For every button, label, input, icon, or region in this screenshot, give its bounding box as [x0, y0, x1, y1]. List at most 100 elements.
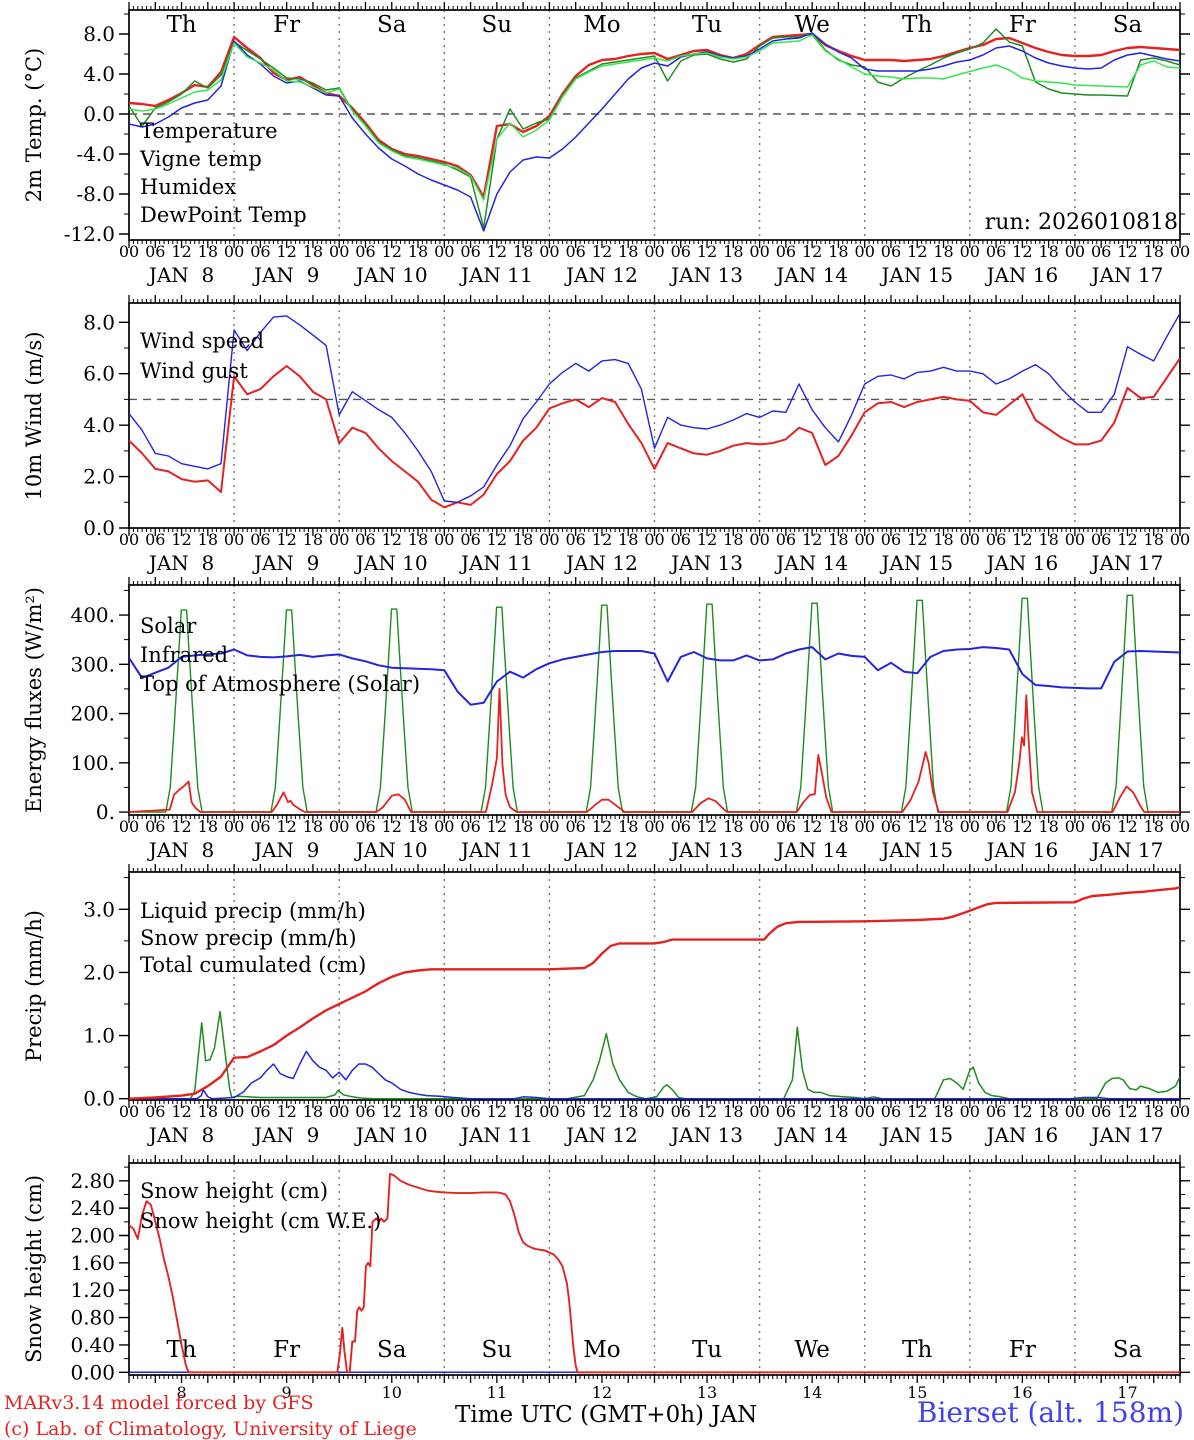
hour-label: 12: [592, 1102, 612, 1121]
hour-label: 18: [828, 242, 848, 261]
legend-item: Temperature: [140, 119, 278, 143]
date-label: JAN 17: [1090, 838, 1164, 862]
hour-label: 12: [592, 530, 612, 549]
y-major-ticks: [119, 321, 1190, 529]
y-minor-ticks: [124, 13, 1185, 215]
legend-item: Liquid precip (mm/h): [140, 899, 366, 923]
date-label: JAN 15: [879, 551, 953, 575]
hour-label: 00: [539, 817, 559, 836]
day-number-label: 8: [176, 1383, 186, 1402]
date-label: JAN 9: [252, 551, 319, 575]
legend-item: Infrared: [140, 643, 228, 667]
lab-credit: (c) Lab. of Climatology, University of L…: [4, 1418, 417, 1440]
date-label: JAN 17: [1090, 551, 1164, 575]
date-label: JAN 8: [147, 551, 214, 575]
hour-label: 12: [1012, 1102, 1032, 1121]
panel-3: 400.300.200.100.0.00 06 12 18 00 06 12 18 00 06 12…: [70, 577, 1190, 862]
date-label: JAN 15: [879, 838, 953, 862]
legend-item: Snow height (cm): [140, 1179, 328, 1203]
hour-label: 18: [1144, 242, 1164, 261]
date-label: JAN 13: [669, 551, 743, 575]
hour-label: 06: [145, 530, 165, 549]
day-gridlines: [233, 1163, 1076, 1375]
y-tick-label: -12.0: [64, 222, 115, 246]
day-number-label: 13: [697, 1383, 717, 1402]
y-minor-ticks: [124, 1166, 1185, 1360]
hour-label: 06: [881, 1102, 901, 1121]
hour-label: 00: [329, 817, 349, 836]
hour-label: 18: [198, 1102, 218, 1121]
hour-label: 18: [408, 242, 428, 261]
y-tick-label: 3.0: [83, 897, 115, 921]
series-solar: [129, 688, 1180, 813]
hour-label: 12: [1117, 817, 1137, 836]
hour-label: 12: [1117, 530, 1137, 549]
y-tick-label: 0.: [96, 800, 115, 824]
hour-label: 18: [303, 242, 323, 261]
hour-label: 12: [592, 817, 612, 836]
hour-label: 00: [1065, 530, 1085, 549]
legend-item: Total cumulated (cm): [140, 953, 366, 977]
y-tick-label: 200.: [70, 702, 115, 726]
y-tick-label: 0.0: [83, 1087, 115, 1111]
hour-label: 06: [671, 242, 691, 261]
y-tick-label: 1.0: [83, 1024, 115, 1048]
hour-label: 00: [119, 1102, 139, 1121]
legend-item: DewPoint Temp: [140, 203, 307, 227]
day-number-label: 10: [382, 1383, 402, 1402]
hour-label: 12: [171, 817, 191, 836]
series-group: [129, 594, 1180, 813]
run-label: run: 2026010818: [984, 210, 1178, 235]
hour-label: 00: [434, 530, 454, 549]
day-number-label: 12: [592, 1383, 612, 1402]
y-axis-title-temperature: 2m Temp. (°C): [22, 47, 46, 203]
y-tick-label: 400.: [70, 603, 115, 627]
date-label: JAN 8: [147, 838, 214, 862]
hour-label: 06: [671, 817, 691, 836]
hour-label: 06: [145, 1102, 165, 1121]
y-tick-label: 4.0: [83, 413, 115, 437]
date-label: JAN 15: [879, 1123, 953, 1147]
date-label: JAN 12: [564, 1123, 638, 1147]
hour-label: 06: [460, 242, 480, 261]
y-tick-label: 2.40: [70, 1196, 115, 1220]
day-name-label: Su: [482, 1337, 513, 1363]
day-number-label: 16: [1012, 1383, 1032, 1402]
hour-label: 00: [855, 242, 875, 261]
hour-label: 12: [697, 1102, 717, 1121]
hour-label: 00: [224, 242, 244, 261]
hour-label: 12: [171, 242, 191, 261]
x-minor-ticks: [132, 6, 1177, 244]
series-wind-speed: [129, 357, 1180, 509]
hour-label: 06: [145, 242, 165, 261]
hour-label: 00: [960, 530, 980, 549]
day-name-label: Sa: [377, 1337, 407, 1363]
y-minor-ticks: [124, 347, 1185, 503]
hour-label: 06: [776, 242, 796, 261]
hour-label: 06: [250, 242, 270, 261]
panel-4: 3.02.01.00.000 06 12 18 00 06 12 18 00 06 12 18 00 06…: [83, 864, 1190, 1147]
y-major-ticks: [119, 1180, 1190, 1373]
hour-label: 18: [828, 530, 848, 549]
day-name-label: Tu: [692, 1337, 722, 1363]
panel-2: 8.06.04.02.00.0 00 06 12 18 00 06 12 18 00 06 12 18 0…: [83, 295, 1190, 575]
hour-label: 00: [644, 817, 664, 836]
hour-label: 12: [697, 530, 717, 549]
hour-label: 18: [828, 1102, 848, 1121]
hour-label: 06: [881, 817, 901, 836]
y-minor-ticks: [124, 877, 1185, 1068]
date-label: JAN 9: [252, 263, 319, 287]
day-name-label: We: [794, 1337, 829, 1363]
hour-label: 00: [329, 530, 349, 549]
hour-label: 00: [960, 817, 980, 836]
date-label: JAN 8: [147, 1123, 214, 1147]
y-tick-label: 4.0: [83, 62, 115, 86]
hour-label: 12: [171, 530, 191, 549]
date-label: JAN 11: [459, 551, 533, 575]
hour-label: 18: [723, 817, 743, 836]
y-tick-label: 2.80: [70, 1169, 115, 1193]
hour-label: 06: [460, 1102, 480, 1121]
hour-label: 00: [960, 242, 980, 261]
hour-label: 00: [749, 1102, 769, 1121]
